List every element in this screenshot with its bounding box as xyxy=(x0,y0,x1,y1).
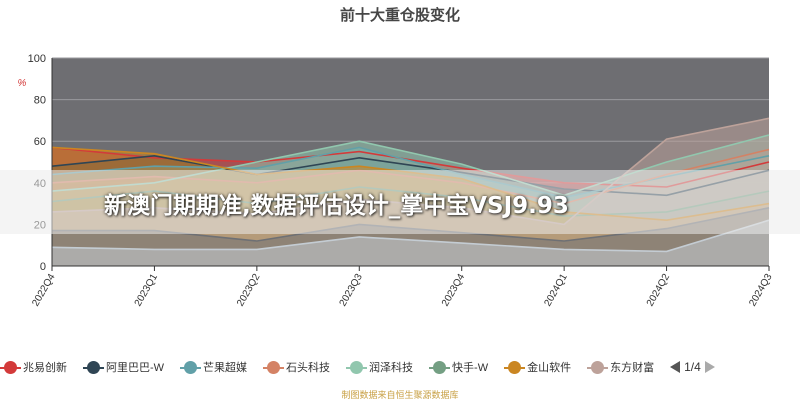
legend-label: 快手-W xyxy=(452,362,489,374)
footer-source: 制图数据来自恒生聚源数据库 xyxy=(341,390,459,400)
legend-label: 金山软件 xyxy=(527,362,572,374)
y-tick-label: 100 xyxy=(28,53,46,65)
legend-item-5[interactable]: 快手-W xyxy=(429,359,489,375)
y-tick-label: 0 xyxy=(40,261,46,273)
legend-swatch xyxy=(346,360,368,374)
x-tick-label: 2024Q2 xyxy=(645,272,673,309)
x-tick-label: 2023Q3 xyxy=(338,272,366,309)
legend-swatch xyxy=(263,360,285,374)
legend-label: 东方财富 xyxy=(610,362,655,374)
legend-swatch xyxy=(504,360,526,374)
legend-item-1[interactable]: 阿里巴巴-W xyxy=(83,359,165,375)
series-line-9 xyxy=(51,219,770,253)
legend-item-3[interactable]: 石头科技 xyxy=(263,359,331,375)
legend-swatch xyxy=(180,360,202,374)
legend-item-0[interactable]: 兆易创新 xyxy=(0,359,67,375)
y-tick-label: 60 xyxy=(34,136,46,148)
legend-swatch xyxy=(0,360,21,374)
legend-label: 兆易创新 xyxy=(23,362,67,374)
x-tick-label: 2023Q2 xyxy=(235,272,263,309)
legend-item-2[interactable]: 芒果超媒 xyxy=(180,359,248,375)
y-tick-label: 80 xyxy=(34,95,46,107)
legend-pager: 1/4 xyxy=(666,360,719,374)
x-tick-label: 2024Q3 xyxy=(747,272,775,309)
legend-page-indicator: 1/4 xyxy=(684,360,701,374)
legend-label: 阿里巴巴-W xyxy=(106,362,165,374)
legend-label: 芒果超媒 xyxy=(203,362,248,374)
legend: 兆易创新 阿里巴巴-W 芒果超媒 石头科技 润泽科技 快手-W 金山软件 东方财富 1/4 xyxy=(0,358,796,376)
x-tick-label: 2024Q1 xyxy=(542,272,570,309)
chart-title: 前十大重仓股变化 xyxy=(340,6,460,24)
x-tick-label: 2023Q4 xyxy=(440,272,468,309)
x-tick-label: 2022Q4 xyxy=(30,272,58,309)
legend-item-4[interactable]: 润泽科技 xyxy=(346,359,414,375)
banner-text: 新澳门期期准,数据评估设计_掌中宝VSJ9.93 xyxy=(104,193,569,219)
legend-item-7[interactable]: 东方财富 xyxy=(587,359,655,375)
y-unit-label: % xyxy=(18,78,27,89)
legend-label: 石头科技 xyxy=(286,362,331,374)
legend-label: 润泽科技 xyxy=(369,362,414,374)
x-tick-label: 2023Q1 xyxy=(133,272,161,309)
legend-swatch xyxy=(587,360,609,374)
legend-next-arrow-icon[interactable] xyxy=(704,361,715,373)
overlay-banner xyxy=(0,170,800,234)
legend-item-6[interactable]: 金山软件 xyxy=(504,359,572,375)
legend-prev-arrow-icon[interactable] xyxy=(670,361,681,373)
legend-swatch xyxy=(429,360,451,374)
legend-swatch xyxy=(83,360,104,374)
series-area-9 xyxy=(52,220,769,266)
